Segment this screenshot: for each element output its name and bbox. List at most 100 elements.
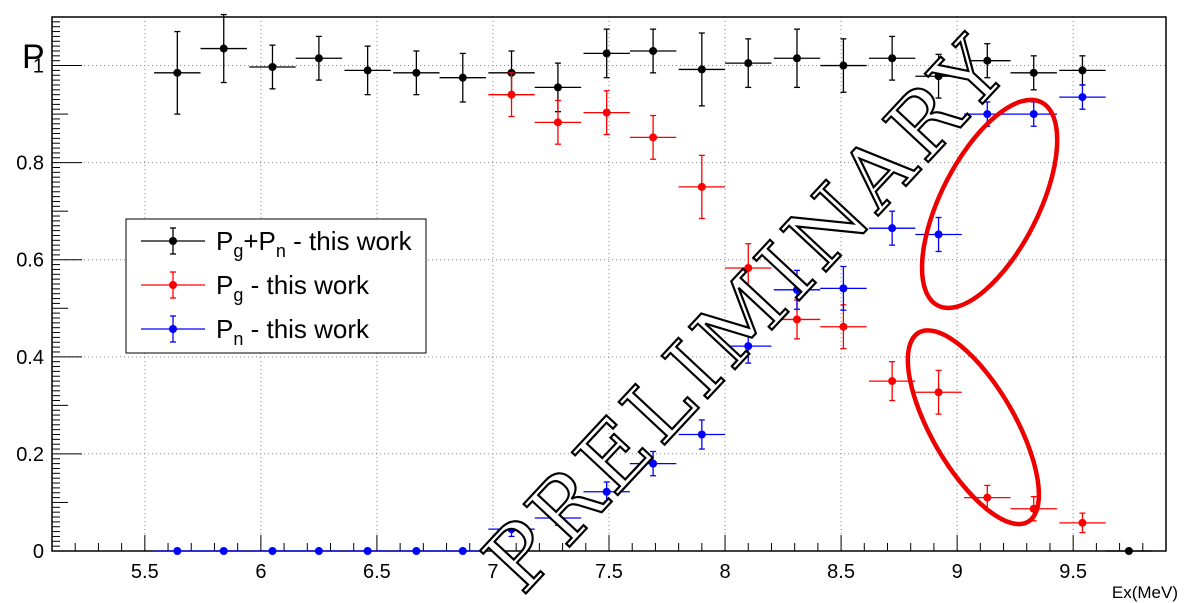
legend-label: Pg - this work <box>216 270 370 305</box>
legend-sub1: n <box>233 329 243 349</box>
x-tick-label: 5.5 <box>131 561 159 583</box>
legend-main2: P <box>259 226 276 256</box>
legend-rest: - this work <box>243 314 370 344</box>
marker <box>1078 518 1087 527</box>
data-point <box>344 547 391 555</box>
data-point <box>249 44 296 90</box>
legend-rest: - this work <box>243 270 370 300</box>
data-point <box>629 450 677 477</box>
marker <box>1078 93 1087 102</box>
annotations <box>905 97 1060 527</box>
marker <box>792 315 801 324</box>
x-tick-label: 8.5 <box>827 561 855 583</box>
data-point <box>583 28 630 79</box>
legend-sub1: g <box>233 285 243 305</box>
legend-plus: + <box>243 226 258 256</box>
marker <box>934 72 943 81</box>
legend-marker <box>169 281 177 289</box>
data-point <box>200 547 247 555</box>
legend-main1: P <box>216 226 233 256</box>
marker <box>649 133 658 142</box>
marker <box>412 68 421 77</box>
marker <box>602 487 611 496</box>
data-point <box>629 114 677 160</box>
axis-ticks <box>51 21 1167 552</box>
data-point <box>534 99 582 145</box>
x-tick-label: 9.5 <box>1059 561 1087 583</box>
marker <box>507 90 516 99</box>
marker <box>649 459 658 468</box>
data-point <box>868 35 916 81</box>
marker <box>219 44 228 53</box>
data-point <box>488 72 535 118</box>
marker <box>983 110 992 119</box>
data-point <box>200 13 247 84</box>
series-2 <box>154 84 1106 555</box>
data-point <box>629 28 677 74</box>
marker <box>1078 66 1087 75</box>
data-point <box>439 52 486 103</box>
y-tick-label: 0.6 <box>16 250 44 272</box>
data-point <box>534 510 582 526</box>
marker <box>697 65 706 74</box>
data-point <box>344 45 391 96</box>
marker <box>602 108 611 117</box>
marker <box>173 68 182 77</box>
data-point <box>725 328 772 364</box>
y-tick-label: 0.4 <box>16 347 44 369</box>
data-point <box>915 53 962 99</box>
legend-sub1: g <box>233 241 243 261</box>
data-point <box>393 50 440 96</box>
data-point <box>820 304 867 350</box>
highlight-ellipse <box>919 97 1060 311</box>
data-point <box>915 216 962 253</box>
marker <box>697 182 706 191</box>
marker <box>744 59 753 68</box>
marker <box>744 263 753 272</box>
marker <box>363 547 372 555</box>
legend-marker <box>169 325 177 333</box>
data-point <box>678 154 726 220</box>
data-point <box>868 361 916 402</box>
legend-sub2: n <box>276 241 286 261</box>
series-0 <box>154 13 1153 555</box>
tick-labels: 5.5 6 6.5 7 7.5 8 8.5 9 9.5 0 0.2 0.4 0.6 0.8 1 <box>16 56 1087 583</box>
marker <box>839 322 848 331</box>
highlight-ellipse <box>905 328 1042 527</box>
marker <box>888 377 897 386</box>
data-point <box>1059 512 1106 534</box>
x-tick-label: 6.5 <box>363 561 391 583</box>
marker <box>934 388 943 397</box>
y-tick-label: 0.8 <box>16 153 44 175</box>
marker <box>839 61 848 70</box>
marker <box>314 54 323 63</box>
marker <box>553 513 562 522</box>
x-tick-label: 9 <box>952 561 963 583</box>
marker <box>173 547 182 555</box>
data-point <box>678 419 726 450</box>
marker <box>458 73 467 82</box>
data-series <box>154 13 1153 555</box>
marker <box>792 285 801 294</box>
marker <box>553 118 562 127</box>
data-point <box>249 547 296 555</box>
marker <box>553 83 562 92</box>
data-point <box>820 38 867 93</box>
marker <box>412 547 421 555</box>
marker <box>983 56 992 65</box>
legend-label: Pn - this work <box>216 314 370 349</box>
marker <box>507 525 516 534</box>
data-point <box>915 369 962 415</box>
marker <box>649 46 658 55</box>
legend-rest: - this work <box>286 226 413 256</box>
y-axis-title: P <box>22 38 45 76</box>
data-point <box>1059 55 1106 86</box>
series-1 <box>488 72 1106 534</box>
data-point <box>583 481 630 503</box>
legend-main1: P <box>216 314 233 344</box>
legend-main1: P <box>216 270 233 300</box>
y-tick-label: 0 <box>33 541 44 563</box>
marker <box>983 493 992 502</box>
